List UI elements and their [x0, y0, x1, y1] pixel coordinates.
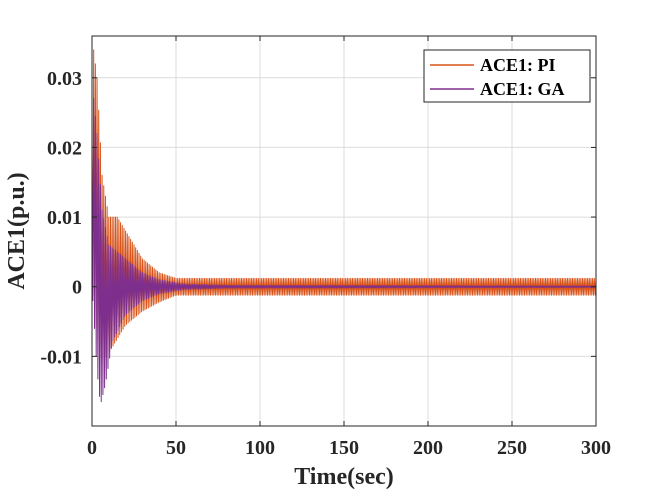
- plot-area: [92, 49, 596, 403]
- legend-label-pi: ACE1: PI: [480, 55, 556, 75]
- x-tick-label: 0: [87, 437, 97, 459]
- x-axis-ticks: 0 50 100 150 200 250 300: [87, 36, 611, 459]
- series-line-ga: [92, 98, 596, 403]
- x-tick-label: 100: [245, 437, 275, 459]
- x-tick-label: 50: [166, 437, 186, 459]
- y-tick-label: 0.02: [47, 137, 82, 159]
- y-tick-label: 0: [72, 277, 82, 299]
- x-tick-label: 150: [329, 437, 359, 459]
- x-axis-label: Time(sec): [294, 464, 394, 490]
- x-tick-label: 250: [497, 437, 527, 459]
- legend: ACE1: PI ACE1: GA: [423, 49, 591, 103]
- legend-label-ga: ACE1: GA: [480, 79, 565, 99]
- y-axis-ticks: -0.01 0 0.01 0.02 0.03: [40, 68, 596, 368]
- x-tick-label: 200: [413, 437, 443, 459]
- series-layer: [92, 49, 596, 403]
- y-tick-label: 0.03: [47, 68, 82, 90]
- y-tick-label: -0.01: [40, 346, 82, 368]
- legend-box: [423, 49, 591, 103]
- y-tick-label: 0.01: [47, 207, 82, 229]
- series-line-pi: [92, 49, 596, 363]
- y-axis-label: ACE1(p.u.): [4, 172, 30, 289]
- x-tick-label: 300: [581, 437, 611, 459]
